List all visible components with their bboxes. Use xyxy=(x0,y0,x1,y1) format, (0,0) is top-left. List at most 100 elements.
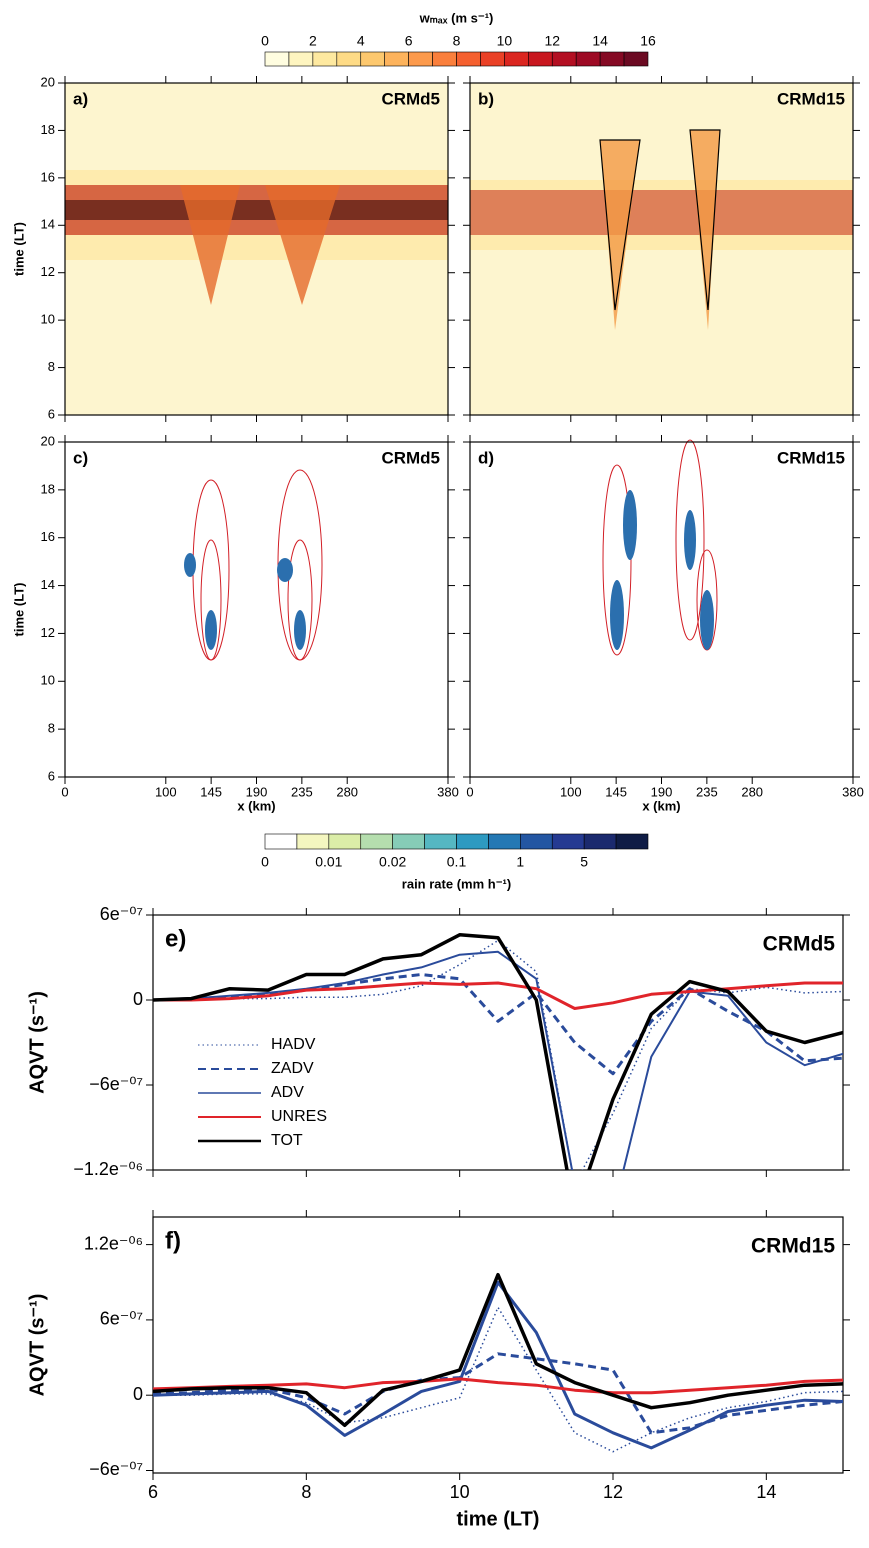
colorbar-tick-label: 1 xyxy=(516,854,524,870)
y-tick-label: 1.2e⁻⁰⁶ xyxy=(84,1233,143,1253)
y-tick-label: 18 xyxy=(41,481,55,496)
y-tick-label: 0 xyxy=(133,1384,143,1404)
colorbar-swatch xyxy=(599,51,625,67)
series-line xyxy=(153,973,843,1076)
colorbar-swatch xyxy=(528,51,553,67)
colorbar-tick-label: 12 xyxy=(544,33,560,49)
panel-label: c) xyxy=(73,448,88,467)
y-tick-label: 14 xyxy=(41,577,55,592)
y-tick-label: 6 xyxy=(48,406,55,421)
y-tick-label: 16 xyxy=(41,529,55,544)
colorbar-tick-label: 2 xyxy=(309,33,317,49)
colorbar-swatch xyxy=(575,51,601,67)
y-tick-label: 8 xyxy=(48,721,55,736)
x-tick-label: 280 xyxy=(336,784,358,799)
series-line xyxy=(153,1352,843,1435)
colorbar-swatch xyxy=(312,51,338,67)
colorbar-tick-label: 5 xyxy=(580,854,588,870)
y-tick-label: 20 xyxy=(41,433,55,448)
x-tick-label: 10 xyxy=(450,1482,470,1502)
y-axis-title: time (LT) xyxy=(11,222,26,276)
x-tick-label: 100 xyxy=(560,784,582,799)
legend-label: ADV xyxy=(271,1084,304,1101)
x-tick-label: 280 xyxy=(741,784,763,799)
panel-label: b) xyxy=(478,89,494,108)
x-tick-label: 380 xyxy=(437,784,459,799)
colorbar-swatch xyxy=(520,833,553,850)
colorbar-tick-label: 10 xyxy=(497,33,513,49)
colorbar-swatch xyxy=(456,833,489,850)
legend-label: TOT xyxy=(271,1132,303,1149)
colorbar-swatch xyxy=(408,51,433,67)
y-tick-label: 10 xyxy=(41,312,55,327)
y-tick-label: 16 xyxy=(41,169,55,184)
y-tick-label: 12 xyxy=(41,264,55,279)
plot-frame xyxy=(64,82,449,416)
model-label: CRMd15 xyxy=(777,89,845,108)
x-tick-label: 145 xyxy=(605,784,627,799)
colorbar-tick-label: 8 xyxy=(453,33,461,49)
series-line xyxy=(153,933,843,1170)
series-line xyxy=(153,1306,843,1453)
colorbar-swatch xyxy=(456,51,481,67)
series-line xyxy=(153,1272,843,1428)
y-tick-label: 10 xyxy=(41,673,55,688)
colorbar-swatch xyxy=(623,51,649,67)
x-tick-label: 0 xyxy=(61,784,68,799)
panel-label: e) xyxy=(165,925,186,952)
colorbar-tick-label: 0.02 xyxy=(379,854,406,870)
x-tick-label: 190 xyxy=(246,784,268,799)
y-tick-label: 12 xyxy=(41,625,55,640)
plot-frame xyxy=(469,82,854,416)
model-label: CRMd15 xyxy=(751,1235,835,1258)
colorbar-tick-label: 16 xyxy=(640,33,656,49)
y-tick-label: 0 xyxy=(133,989,143,1009)
colorbar-swatch xyxy=(360,833,393,850)
colorbar-tick-label: 14 xyxy=(592,33,608,49)
x-tick-label: 380 xyxy=(842,784,864,799)
y-tick-label: −6e⁻⁰⁷ xyxy=(89,1459,143,1479)
x-axis-title: x (km) xyxy=(237,798,275,813)
legend-label: UNRES xyxy=(271,1108,327,1125)
x-tick-label: 235 xyxy=(291,784,313,799)
colorbar-swatch xyxy=(551,51,577,67)
x-axis-title: x (km) xyxy=(642,798,680,813)
x-tick-label: 235 xyxy=(696,784,718,799)
model-label: CRMd5 xyxy=(763,933,836,956)
y-tick-label: 6e⁻⁰⁷ xyxy=(100,1309,143,1329)
y-tick-label: 14 xyxy=(41,217,55,232)
colorbar-swatch xyxy=(384,51,409,67)
colorbar-tick-label: 0 xyxy=(261,33,269,49)
colorbar-swatch xyxy=(432,51,457,67)
colorbar-tick-label: 0 xyxy=(261,854,269,870)
colorbar-swatch xyxy=(392,833,425,850)
panel-label: d) xyxy=(478,448,494,467)
y-tick-label: 18 xyxy=(41,122,55,137)
x-tick-label: 0 xyxy=(466,784,473,799)
plot-frame xyxy=(152,914,844,1171)
colorbar-swatch xyxy=(480,51,505,67)
x-tick-label: 6 xyxy=(148,1482,158,1502)
colorbar-tick-label: 6 xyxy=(405,33,413,49)
legend-label: HADV xyxy=(271,1036,316,1053)
y-tick-label: −1.2e⁻⁰⁶ xyxy=(73,1159,143,1179)
plot-frame xyxy=(64,441,449,778)
colorbar-swatch xyxy=(288,51,314,67)
colorbar-tick-label: 0.01 xyxy=(315,854,342,870)
y-tick-label: 6 xyxy=(48,768,55,783)
y-tick-label: −6e⁻⁰⁷ xyxy=(89,1074,143,1094)
colorbar-swatch xyxy=(615,833,649,850)
panel-label: f) xyxy=(165,1227,181,1254)
x-tick-label: 8 xyxy=(301,1482,311,1502)
colorbar-swatch xyxy=(360,51,385,67)
panel-label: a) xyxy=(73,89,88,108)
colorbar-title: wₘₐₓ (m s⁻¹) xyxy=(419,10,494,25)
legend-label: ZADV xyxy=(271,1060,314,1077)
series-line xyxy=(153,950,843,1170)
x-tick-label: 14 xyxy=(756,1482,776,1502)
series-group xyxy=(153,1272,843,1453)
x-tick-label: 145 xyxy=(200,784,222,799)
colorbar-tick-label: 4 xyxy=(357,33,365,49)
y-axis-title: AQVT (s⁻¹) xyxy=(26,1294,48,1397)
